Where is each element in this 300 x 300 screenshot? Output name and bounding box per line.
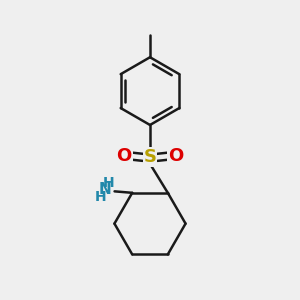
Text: O: O [116,147,132,165]
Text: N: N [98,182,111,197]
Text: H: H [103,176,114,190]
Text: H: H [95,190,106,204]
Text: O: O [168,147,184,165]
Text: S: S [143,148,157,166]
